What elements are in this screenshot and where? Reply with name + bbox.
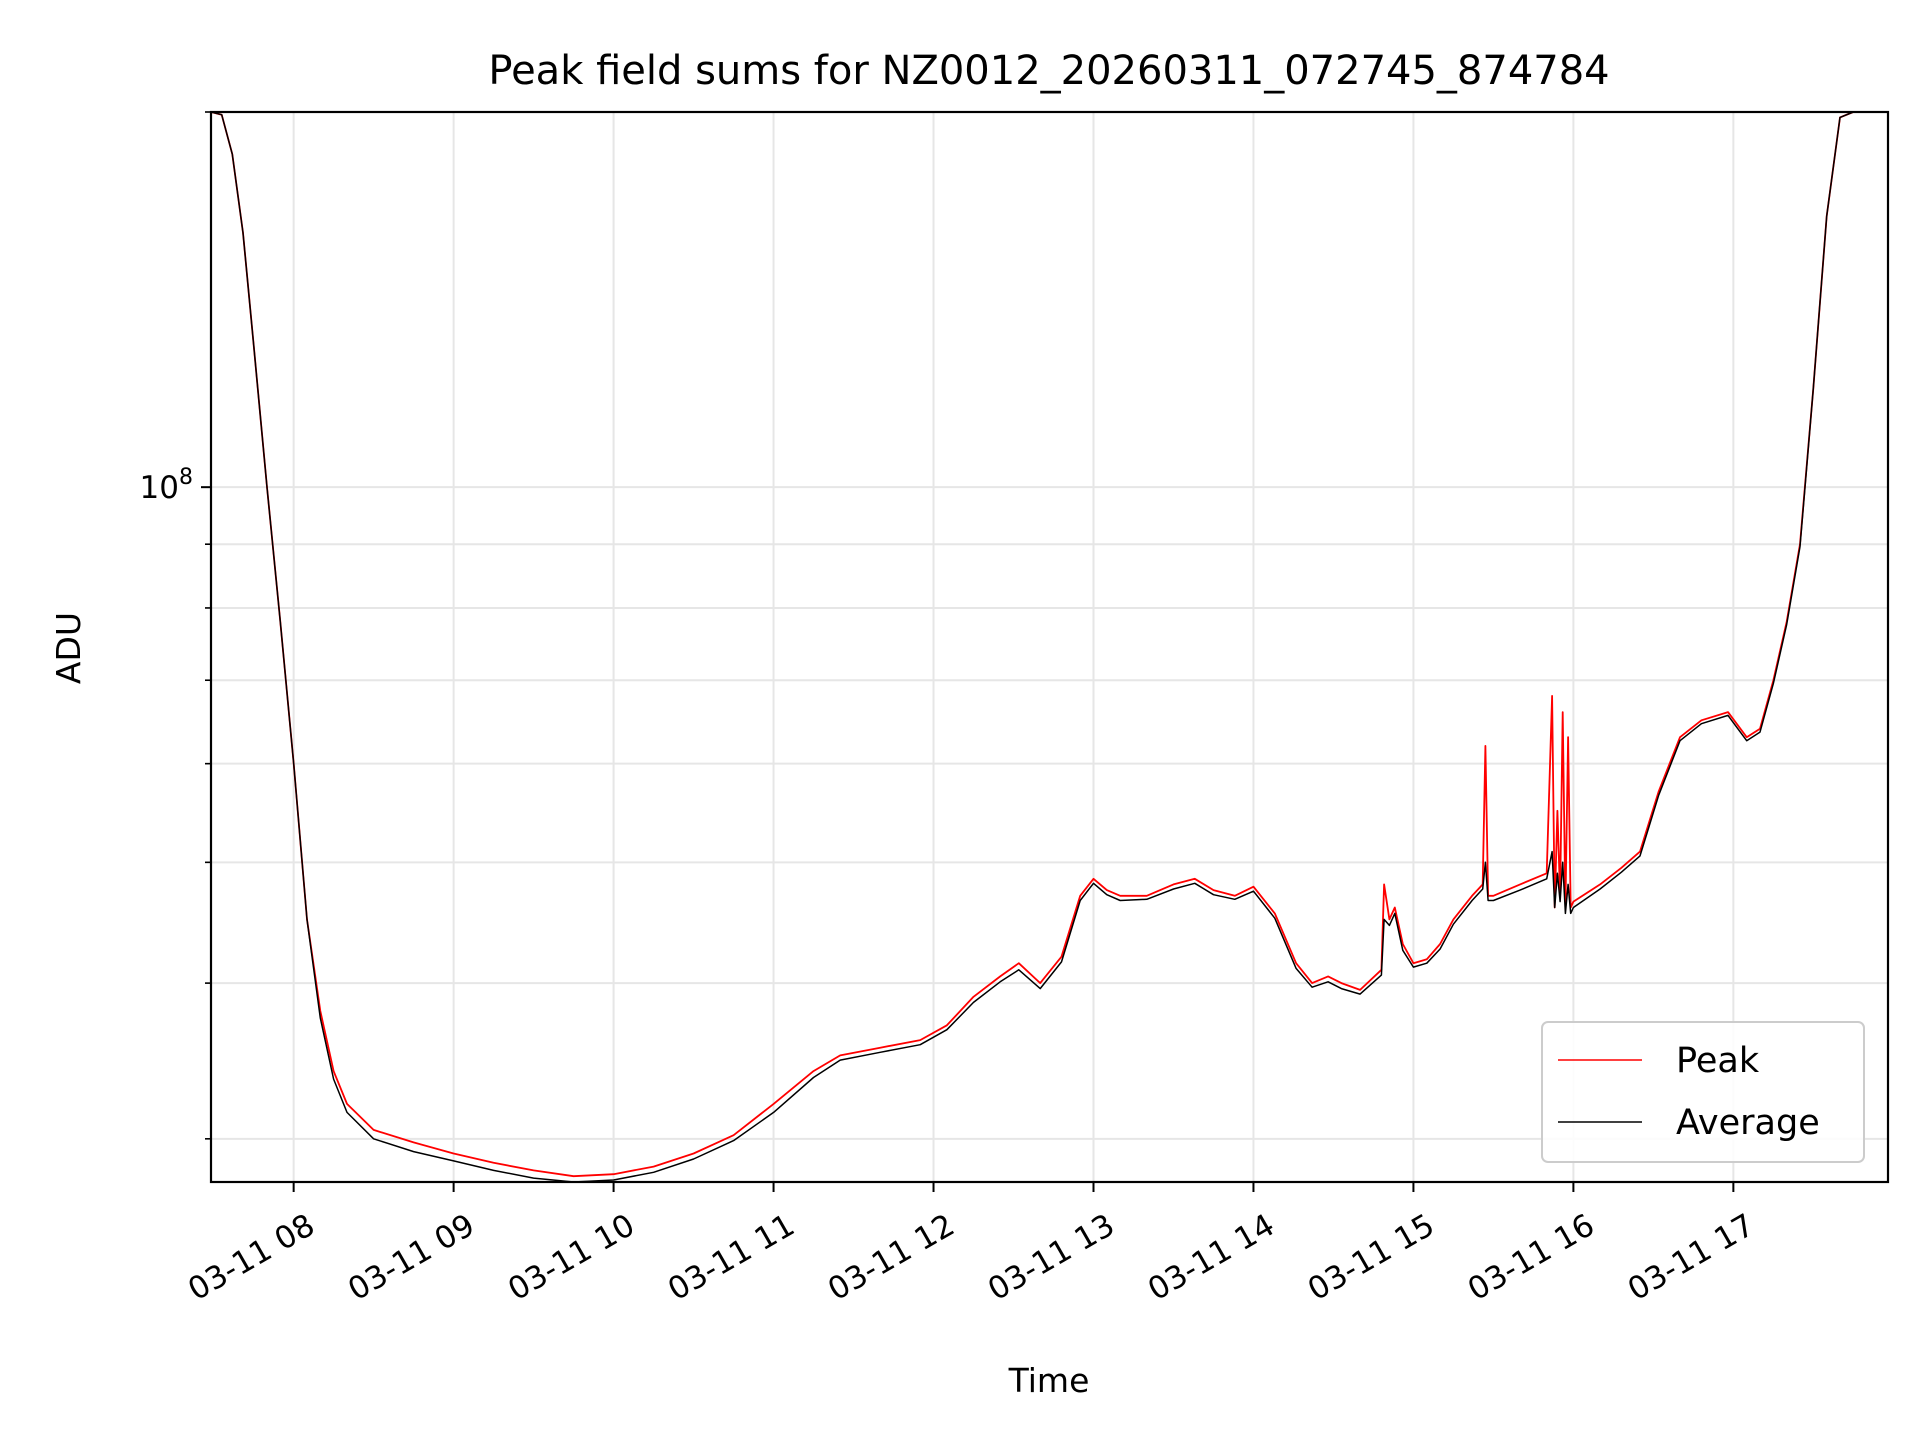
legend: Peak Average xyxy=(1541,1021,1865,1163)
series-layer xyxy=(210,111,1888,1183)
legend-box xyxy=(1541,1021,1865,1163)
series-line-average xyxy=(210,111,1888,1183)
x-axis-label: Time xyxy=(1008,1361,1090,1400)
plot-frame xyxy=(209,110,1890,1184)
y-axis-label: ADU xyxy=(49,612,88,684)
legend-peak-label: Peak xyxy=(1676,1041,1760,1081)
legend-average-label: Average xyxy=(1676,1103,1820,1143)
series-line-peak xyxy=(210,111,1888,1178)
chart-title: Peak field sums for NZ0012_20260311_0727… xyxy=(488,48,1609,94)
y-tick-label: 108 xyxy=(140,465,193,506)
